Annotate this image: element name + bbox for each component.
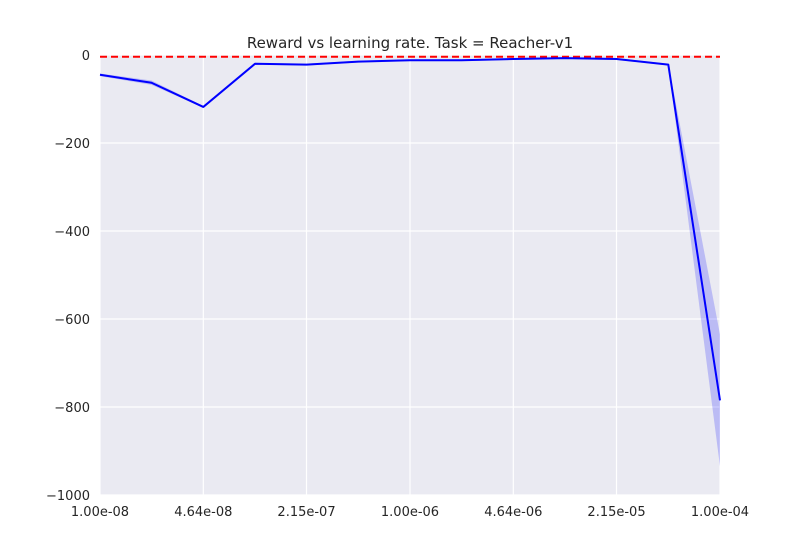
x-tick-label: 2.15e-07 (277, 505, 335, 520)
chart-title: Reward vs learning rate. Task = Reacher-… (247, 34, 573, 52)
series-line (99, 57, 721, 401)
x-tick-label: 1.00e-06 (381, 505, 439, 520)
y-tick-label: −800 (54, 401, 90, 416)
y-tick-label: 0 (82, 49, 90, 64)
x-tick-label: 2.15e-05 (587, 505, 645, 520)
y-tick-label: −1000 (46, 489, 90, 504)
x-tick-labels: 1.00e-08 4.64e-08 2.15e-07 1.00e-06 4.64e-06… (71, 505, 749, 520)
y-tick-label: −400 (54, 225, 90, 240)
x-tick-label: 4.64e-08 (174, 505, 232, 520)
y-tick-label: −200 (54, 137, 90, 152)
x-tick-label: 4.64e-06 (484, 505, 542, 520)
y-tick-label: −600 (54, 313, 90, 328)
y-tick-labels: 0 −200 −400 −600 −800 −1000 (46, 49, 90, 504)
x-tick-label: 1.00e-08 (71, 505, 129, 520)
series-lines (99, 57, 721, 401)
grid (99, 54, 721, 496)
x-tick-label: 1.00e-04 (691, 505, 749, 520)
